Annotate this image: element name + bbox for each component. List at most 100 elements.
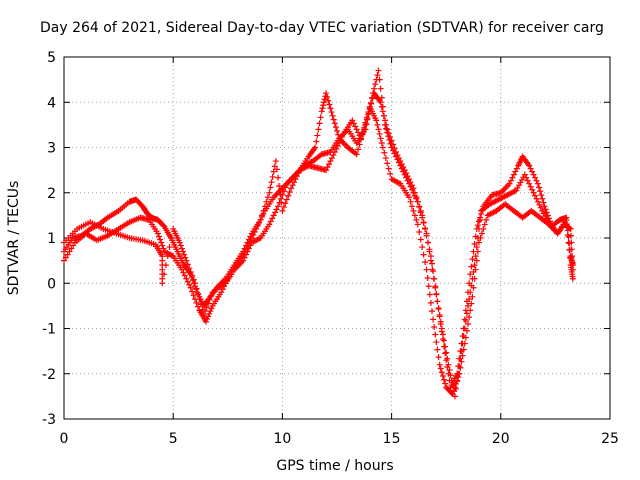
data-point <box>368 94 375 101</box>
data-point <box>275 203 282 210</box>
data-point <box>184 261 191 268</box>
data-point <box>272 209 279 216</box>
data-point <box>186 281 193 288</box>
data-point <box>539 195 546 202</box>
data-point <box>189 288 196 295</box>
data-point <box>470 268 477 275</box>
data-point <box>251 228 258 235</box>
x-tick-label: 20 <box>492 431 510 447</box>
y-tick-label: -3 <box>42 412 56 428</box>
data-point <box>466 314 473 321</box>
data-point <box>375 126 382 133</box>
x-tick-label: 10 <box>273 431 291 447</box>
data-point <box>268 179 275 186</box>
data-point <box>283 196 290 203</box>
data-point <box>425 283 432 290</box>
data-point <box>206 296 213 303</box>
data-point <box>533 177 540 184</box>
data-point <box>401 171 408 178</box>
data-point <box>363 121 370 128</box>
data-point <box>419 214 426 221</box>
data-point <box>472 253 479 260</box>
data-point <box>473 257 480 264</box>
data-point <box>474 248 481 255</box>
data-point <box>260 210 267 217</box>
data-point <box>478 230 485 237</box>
data-point <box>429 308 436 315</box>
data-point <box>62 254 69 261</box>
data-point <box>448 377 455 384</box>
data-point <box>197 301 204 308</box>
data-point <box>182 254 189 261</box>
data-point <box>433 291 440 298</box>
data-point <box>483 216 490 223</box>
data-point <box>315 126 322 133</box>
data-point <box>245 245 252 252</box>
y-tick-label: 3 <box>47 141 56 157</box>
data-point <box>374 121 381 128</box>
data-point <box>288 185 295 192</box>
data-point <box>420 251 427 258</box>
data-point <box>521 171 528 178</box>
data-point <box>259 213 266 220</box>
data-point <box>68 245 75 252</box>
data-point <box>443 349 450 356</box>
data-point <box>430 316 437 323</box>
data-point <box>565 233 572 240</box>
data-point <box>325 161 332 168</box>
data-point <box>375 67 382 74</box>
data-point <box>194 290 201 297</box>
data-point <box>183 275 190 282</box>
data-point <box>442 350 449 357</box>
data-point <box>273 206 280 213</box>
data-point <box>431 323 438 330</box>
grid-lines <box>64 57 610 419</box>
data-point <box>181 251 188 258</box>
data-point <box>451 393 458 400</box>
data-point <box>513 165 520 172</box>
data-point <box>447 372 454 379</box>
data-point <box>438 369 445 376</box>
data-point <box>70 242 77 249</box>
y-tick-label: 1 <box>47 231 56 247</box>
data-point <box>463 310 470 317</box>
data-point <box>324 93 331 100</box>
data-point <box>411 192 418 199</box>
data-point <box>272 158 279 165</box>
data-point <box>157 236 164 243</box>
x-tick-label: 0 <box>60 431 69 447</box>
data-point <box>266 221 273 228</box>
data-point <box>244 248 251 255</box>
axis-ticks: 0 5 10 15 20 25 -3 -2 -1 0 1 2 3 4 5 <box>42 50 619 447</box>
data-point <box>364 115 371 122</box>
data-point <box>391 150 398 157</box>
data-point <box>416 228 423 235</box>
data-point <box>266 189 273 196</box>
data-point <box>277 195 284 202</box>
data-point <box>282 184 289 191</box>
data-point <box>410 189 417 196</box>
data-point <box>427 257 434 264</box>
data-point <box>66 248 73 255</box>
data-point <box>404 177 411 184</box>
data-point <box>196 296 203 303</box>
data-point <box>180 248 187 255</box>
data-point <box>465 320 472 327</box>
data-point <box>326 101 333 108</box>
data-point <box>477 216 484 223</box>
data-point <box>279 192 286 199</box>
y-tick-label: -2 <box>42 367 56 383</box>
data-point <box>378 94 385 101</box>
data-point <box>438 325 445 332</box>
data-point <box>468 282 475 289</box>
data-point <box>190 292 197 299</box>
data-point <box>267 184 274 191</box>
data-point <box>180 269 187 276</box>
data-point <box>160 245 167 252</box>
data-point <box>205 300 212 307</box>
data-point <box>270 168 277 175</box>
data-point <box>374 72 381 79</box>
data-point <box>543 209 550 216</box>
data-point <box>378 139 385 146</box>
data-point <box>314 132 321 139</box>
